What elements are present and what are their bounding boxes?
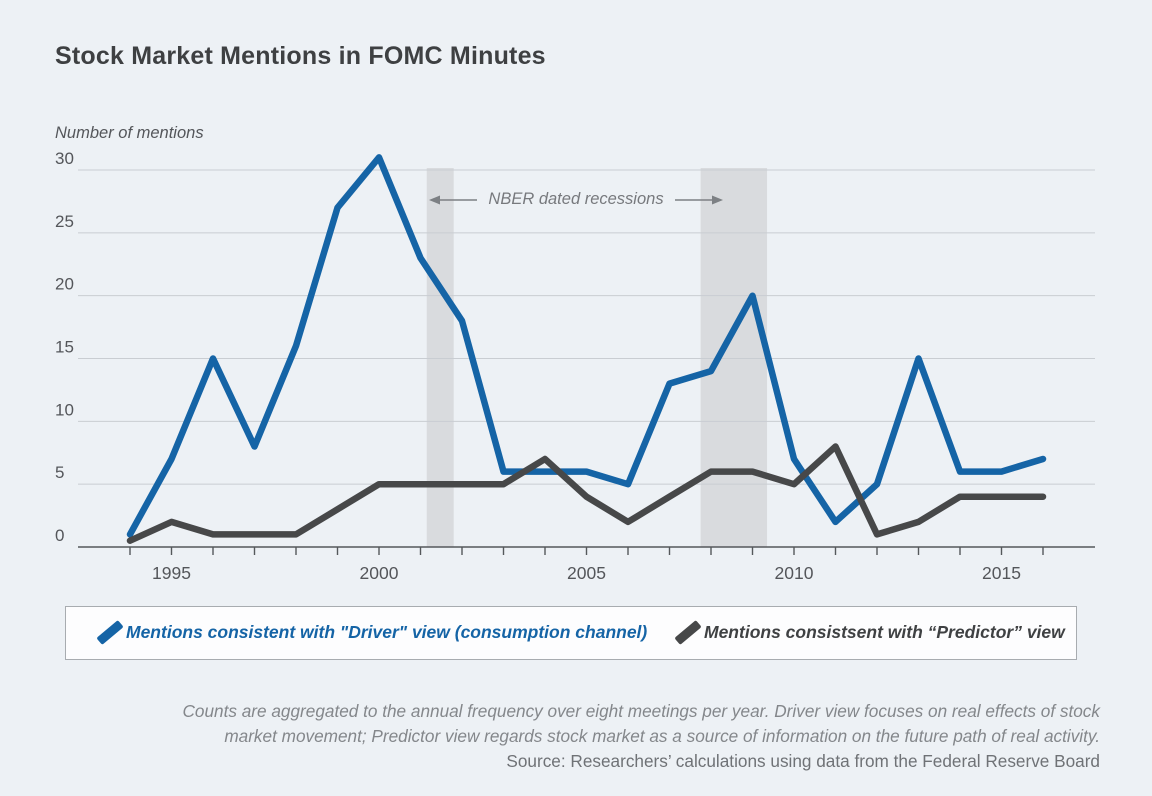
y-axis-tick-label: 0	[55, 526, 64, 545]
legend-box: Mentions consistent with "Driver" view (…	[65, 606, 1077, 660]
x-axis-tick-label: 2015	[982, 563, 1021, 583]
legend-label-driver: Mentions consistent with "Driver" view (…	[126, 622, 648, 642]
footnote-line-1: Counts are aggregated to the annual freq…	[182, 701, 1100, 721]
driver-line-swatch-icon	[96, 620, 124, 645]
y-axis-tick-label: 30	[55, 149, 74, 168]
right-arrow-icon	[674, 195, 723, 204]
driver-series-line	[126, 154, 1047, 538]
page-title: Stock Market Mentions in FOMC Minutes	[55, 42, 546, 70]
y-axis-tick-label: 15	[55, 337, 74, 356]
y-axis-tick-label: 20	[55, 275, 74, 294]
left-arrow-icon	[429, 195, 478, 204]
footnote-source-line: Source: Researchers’ calculations using …	[506, 751, 1100, 771]
footnote: Counts are aggregated to the annual freq…	[183, 699, 1100, 774]
annotation-label: NBER dated recessions	[488, 190, 664, 208]
recession-band	[426, 168, 454, 547]
x-axis-tick-label: 2010	[775, 563, 814, 583]
recession-annotation: NBER dated recessions	[0, 190, 1152, 209]
predictor-line-swatch-icon	[674, 620, 702, 645]
legend-label-predictor: Mentions consistsent with “Predictor” vi…	[704, 622, 1065, 642]
y-axis-tick-label: 5	[55, 463, 64, 482]
x-axis-tick-label: 2000	[360, 563, 399, 583]
y-axis-tick-label: 10	[55, 400, 74, 419]
y-axis-tick-label: 25	[55, 212, 74, 231]
recession-band	[700, 168, 768, 547]
x-axis-tick-label: 1995	[152, 563, 191, 583]
y-axis-title: Number of mentions	[55, 124, 204, 142]
footnote-line-2: market movement; Predictor view regards …	[224, 726, 1100, 746]
predictor-series-line	[126, 443, 1047, 544]
x-axis-tick-label: 2005	[567, 563, 606, 583]
